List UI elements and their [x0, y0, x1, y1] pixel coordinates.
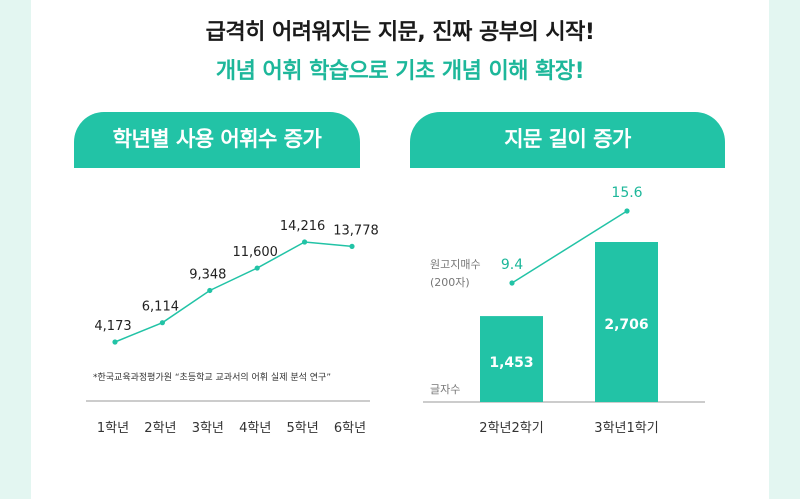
pages-point [509, 280, 515, 286]
vocab-x-tick-label: 5학년 [286, 421, 318, 436]
vocab-chart-title-tab: 학년별 사용 어휘수 증가 [74, 112, 360, 168]
passage-bar [595, 242, 658, 402]
vocab-line [114, 241, 353, 343]
passage-x-tick-label: 2학년2학기 [479, 421, 543, 436]
vocab-x-tick-label: 1학년 [97, 421, 129, 436]
passage-bar-value-label: 1,453 [489, 355, 533, 371]
headline: 급격히 어려워지는 지문, 진짜 공부의 시작! [205, 20, 595, 45]
vocab-point [349, 243, 355, 249]
vocab-value-label: 14,216 [280, 219, 326, 234]
pages-value-label: 9.4 [501, 257, 523, 273]
vocab-point [159, 320, 165, 326]
pages-series-label-unit: (200자) [430, 276, 470, 289]
pages-value-label: 15.6 [611, 185, 642, 201]
vocab-value-label: 11,600 [232, 245, 278, 260]
subheadline: 개념 어휘 학습으로 기초 개념 이해 확장! [215, 59, 585, 84]
vocab-value-label: 13,778 [333, 223, 379, 238]
vocab-point [207, 287, 213, 294]
pages-point [624, 208, 630, 214]
vocab-x-tick-label: 2학년 [144, 421, 176, 436]
vocab-value-label: 6,114 [142, 300, 179, 315]
passage-bar [480, 316, 543, 402]
source-note: *한국교육과정평가원 “초등학교 교과서의 어휘 실제 분석 연구” [93, 372, 331, 383]
vocab-value-label: 9,348 [189, 267, 226, 282]
passage-chart-title-tab: 지문 길이 증가 [410, 112, 725, 168]
pages-line [511, 210, 628, 284]
passage-x-tick-label: 3학년1학기 [594, 421, 658, 436]
vocab-point [112, 339, 118, 345]
vocab-point [254, 265, 260, 271]
passage-bar-value-label: 2,706 [604, 317, 648, 333]
chars-series-label: 글자수 [430, 383, 460, 396]
vocab-value-label: 4,173 [94, 319, 131, 334]
vocab-x-tick-label: 3학년 [192, 421, 224, 436]
pages-series-label: 원고지매수 [430, 258, 481, 271]
vocab-x-tick-label: 6학년 [334, 421, 366, 436]
vocab-x-tick-label: 4학년 [239, 421, 271, 436]
vocab-point [302, 239, 308, 245]
